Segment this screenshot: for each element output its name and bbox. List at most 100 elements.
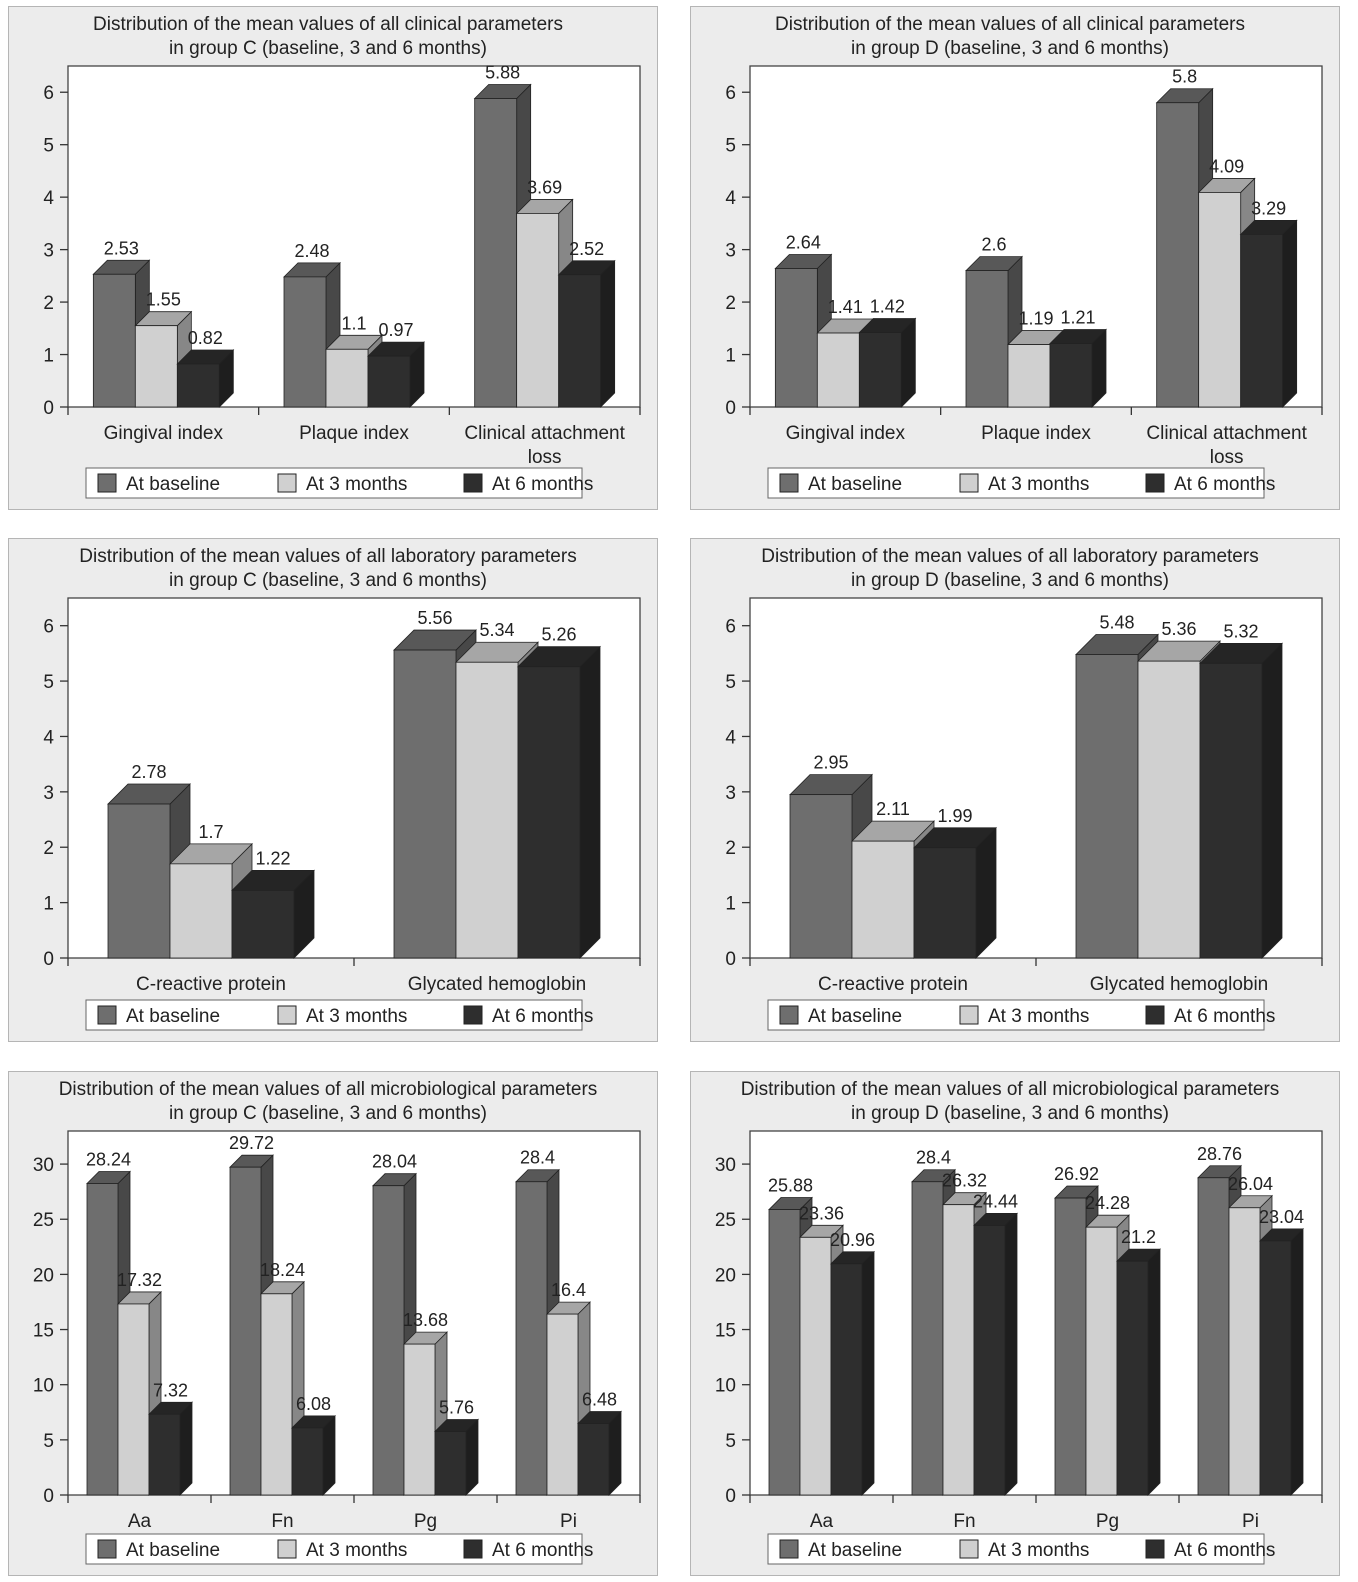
bar-side-face xyxy=(322,1414,336,1496)
bar-at-baseline xyxy=(515,1181,548,1496)
bar-at-baseline xyxy=(283,276,327,408)
bar-value-label: 26.92 xyxy=(1054,1164,1099,1184)
bar-side-face xyxy=(600,259,616,408)
legend-swatch xyxy=(463,1539,483,1559)
x-category-label: Glycated hemoglobin xyxy=(1090,974,1269,995)
bar-value-label: 5.8 xyxy=(1172,67,1197,87)
bar-value-label: 0.97 xyxy=(378,320,413,340)
y-tick-label: 6 xyxy=(725,83,736,104)
bar-value-label: 24.44 xyxy=(973,1191,1018,1211)
bar-value-label: 5.36 xyxy=(1161,619,1196,639)
bar-at-baseline xyxy=(1054,1197,1087,1496)
bar-at-6-months xyxy=(231,890,295,959)
bar-at-6-months xyxy=(176,363,220,408)
y-tick-label: 15 xyxy=(715,1321,736,1342)
legend-label: At 6 months xyxy=(492,1540,593,1561)
bar-at-3-months xyxy=(260,1293,293,1496)
x-category-label: Fn xyxy=(953,1511,975,1532)
y-tick-label: 5 xyxy=(43,672,54,693)
legend-swatch xyxy=(959,1539,979,1559)
x-category-label: Glycated hemoglobin xyxy=(408,974,587,995)
bar-value-label: 2.64 xyxy=(786,233,821,253)
x-category-label: Gingival index xyxy=(104,423,224,444)
x-category-label: Aa xyxy=(128,1511,152,1532)
y-tick-label: 1 xyxy=(43,894,54,915)
bar-value-label: 5.56 xyxy=(417,608,452,628)
legend-swatch xyxy=(779,473,799,493)
bar-at-6-months xyxy=(1259,1240,1292,1496)
chart-title-line: Distribution of the mean values of all c… xyxy=(93,14,563,35)
bar-at-6-months xyxy=(367,355,411,408)
y-tick-label: 30 xyxy=(715,1155,736,1176)
bar-at-6-months xyxy=(858,332,902,408)
legend-label: At 3 months xyxy=(988,1006,1089,1027)
bar-value-label: 1.21 xyxy=(1060,308,1095,328)
legend-label: At 6 months xyxy=(1174,474,1275,495)
legend-swatch xyxy=(1145,1539,1165,1559)
y-tick-label: 4 xyxy=(725,727,736,748)
bar-at-6-months xyxy=(830,1263,863,1496)
bar-value-label: 1.42 xyxy=(870,297,905,317)
legend-box xyxy=(767,999,1265,1031)
bar-at-baseline xyxy=(1197,1177,1230,1496)
bar-value-label: 16.4 xyxy=(551,1280,586,1300)
legend-label: At 6 months xyxy=(1174,1540,1275,1561)
y-tick-label: 10 xyxy=(33,1376,54,1397)
legend-swatch xyxy=(97,1539,117,1559)
bar-value-label: 17.32 xyxy=(117,1270,162,1290)
bar-value-label: 1.1 xyxy=(341,313,366,333)
x-category-label: Pi xyxy=(1242,1511,1259,1532)
y-tick-label: 0 xyxy=(725,949,736,970)
bar-at-3-months xyxy=(403,1343,436,1496)
y-tick-label: 5 xyxy=(725,672,736,693)
legend-swatch xyxy=(779,1005,799,1025)
legend-label: At baseline xyxy=(126,1006,220,1027)
bar-side-face xyxy=(1004,1212,1018,1496)
legend-label: At 3 months xyxy=(988,1540,1089,1561)
bar-at-6-months xyxy=(1240,234,1284,408)
laboratory-c-chart-panel: Distribution of the mean values of all l… xyxy=(8,538,658,1042)
legend-swatch xyxy=(779,1539,799,1559)
y-tick-label: 0 xyxy=(43,1486,54,1507)
bar-at-3-months xyxy=(1228,1207,1261,1496)
bar-at-baseline xyxy=(474,98,518,408)
legend-swatch xyxy=(959,473,979,493)
bar-at-6-months xyxy=(577,1423,610,1496)
bar-at-baseline xyxy=(789,794,853,959)
bar-value-label: 28.24 xyxy=(86,1150,131,1170)
clinical-d-chart-svg: Distribution of the mean values of all c… xyxy=(690,6,1340,510)
bar-value-label: 23.36 xyxy=(799,1203,844,1223)
bar-at-3-months xyxy=(1007,344,1051,408)
bar-at-baseline xyxy=(107,803,171,959)
y-tick-label: 4 xyxy=(43,188,54,209)
legend-swatch xyxy=(1145,473,1165,493)
bar-at-3-months xyxy=(516,213,560,408)
x-category-label: Pg xyxy=(414,1511,437,1532)
y-tick-label: 2 xyxy=(725,838,736,859)
bar-value-label: 0.82 xyxy=(188,328,223,348)
bar-at-3-months xyxy=(1198,192,1242,408)
chart-title-line: in group C (baseline, 3 and 6 months) xyxy=(169,38,487,59)
bar-value-label: 1.22 xyxy=(255,848,290,868)
bar-at-3-months xyxy=(325,348,369,408)
chart-title-line: in group D (baseline, 3 and 6 months) xyxy=(851,38,1169,59)
y-tick-label: 1 xyxy=(725,346,736,367)
bar-at-6-months xyxy=(517,666,581,959)
chart-title-line: in group D (baseline, 3 and 6 months) xyxy=(851,570,1169,591)
legend-label: At 3 months xyxy=(306,1540,407,1561)
bar-at-3-months xyxy=(799,1236,832,1496)
legend-box xyxy=(767,467,1265,499)
bar-value-label: 28.4 xyxy=(916,1148,951,1168)
bar-at-baseline xyxy=(965,270,1009,408)
chart-title-line: in group D (baseline, 3 and 6 months) xyxy=(851,1103,1169,1124)
bar-value-label: 26.32 xyxy=(942,1171,987,1191)
bar-value-label: 3.69 xyxy=(527,177,562,197)
y-tick-label: 2 xyxy=(725,293,736,314)
legend-label: At 3 months xyxy=(988,474,1089,495)
bar-value-label: 20.96 xyxy=(830,1230,875,1250)
laboratory-c-chart-svg: Distribution of the mean values of all l… xyxy=(8,538,658,1042)
bar-value-label: 7.32 xyxy=(153,1380,188,1400)
bar-value-label: 5.88 xyxy=(485,63,520,83)
y-tick-label: 25 xyxy=(715,1210,736,1231)
bar-value-label: 6.48 xyxy=(582,1390,617,1410)
